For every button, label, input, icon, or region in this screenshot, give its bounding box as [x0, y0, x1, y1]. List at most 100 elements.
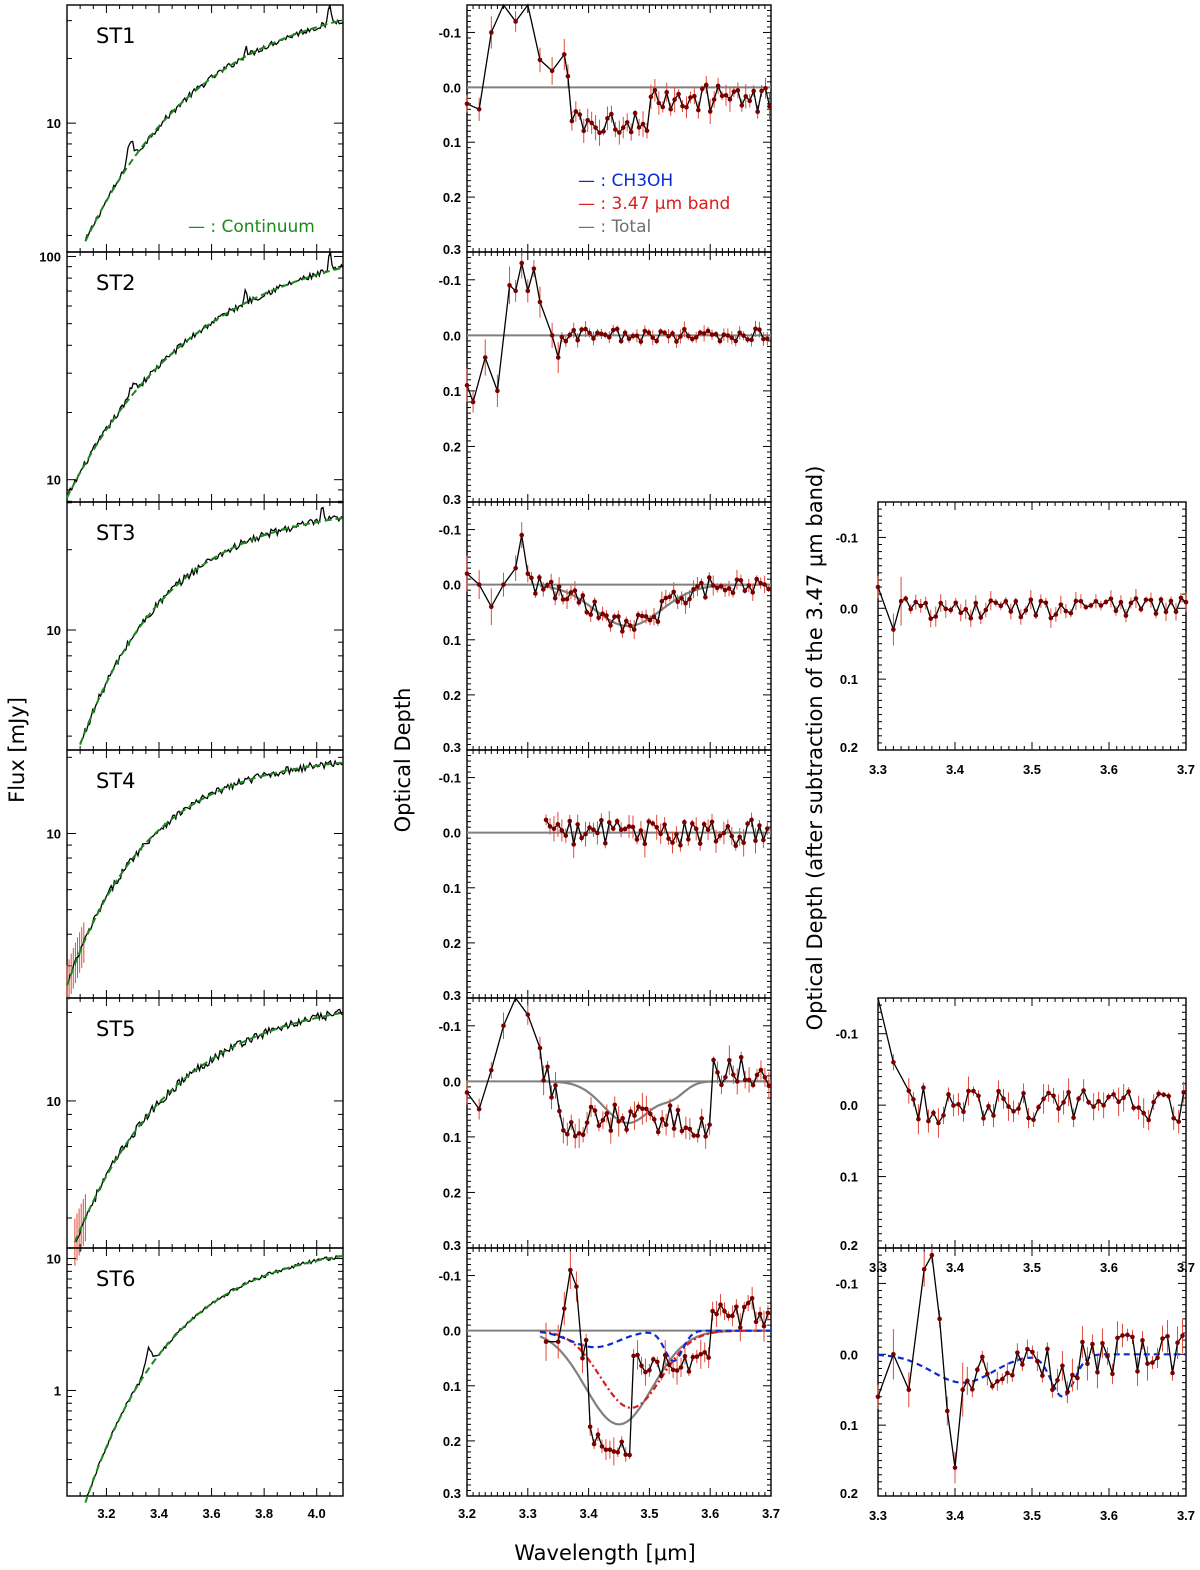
tau-data-point — [576, 1131, 582, 1136]
resid-ytick-label: -0.1 — [836, 530, 858, 545]
tau-data-point — [686, 1369, 692, 1374]
resid-data-point — [937, 1316, 942, 1322]
resid-data-point — [1063, 608, 1069, 614]
resid-data-point — [1098, 603, 1104, 608]
tau-data-point — [642, 328, 648, 334]
tau-data-point — [706, 575, 712, 580]
tau-data-point — [547, 824, 553, 829]
tau-data-point — [719, 93, 725, 99]
resid-data-point — [923, 600, 929, 606]
tau-data-point — [737, 834, 742, 840]
tau-data-point — [618, 338, 624, 344]
tau-ytick-label: 0.3 — [443, 1486, 461, 1501]
tau-xtick-label: 3.2 — [458, 1506, 476, 1521]
tau-data-point — [739, 103, 745, 108]
tau-ytick-label: 0.1 — [443, 384, 461, 399]
resid-data-point — [1085, 1361, 1090, 1367]
tau-data-point — [737, 1325, 743, 1330]
tau-data-point — [537, 299, 543, 305]
tau-data-point — [650, 821, 656, 826]
flux-panel-st5: 10 ST5 — [47, 997, 344, 1266]
resid-data-point — [1146, 1117, 1151, 1123]
tau-data-point — [599, 818, 604, 823]
tau-data-point — [674, 1368, 680, 1373]
tau-data-point — [640, 1106, 645, 1111]
tau-data-point — [495, 388, 500, 394]
tau-data-point — [626, 336, 632, 342]
tau-data-point — [605, 116, 610, 121]
flux-ytick-label: 10 — [47, 1094, 61, 1109]
tau-ytick-label: 0.2 — [443, 1434, 461, 1449]
tau-data-point — [758, 580, 763, 586]
tau-data-point — [741, 1304, 747, 1310]
tau-ytick-label: 0.2 — [443, 1185, 461, 1200]
tau-data-point — [519, 532, 525, 538]
flux-axis-title: Flux [mJy] — [5, 697, 29, 803]
resid-ytick-label: -0.1 — [836, 1027, 858, 1042]
tau-data-point — [513, 19, 518, 24]
tau-data-point — [670, 331, 675, 336]
tau-data-point — [715, 1070, 720, 1075]
resid-data-point — [952, 1465, 958, 1470]
tau-data-point — [620, 629, 625, 634]
tau-xtick-label: 3.6 — [701, 1506, 719, 1521]
tau-data-point — [634, 837, 640, 842]
resid-data-point — [1066, 1089, 1071, 1095]
tau-data-point — [604, 613, 609, 618]
tau-data-point — [622, 330, 628, 336]
tau-data-point — [663, 1122, 669, 1128]
resid-data-point — [980, 1354, 985, 1360]
resid-data-point — [1143, 597, 1149, 603]
tau-data-point — [603, 1447, 609, 1453]
tau-data-point — [743, 94, 749, 99]
resid-data-point — [1011, 1109, 1016, 1114]
tau-data-point — [646, 819, 652, 824]
resid-data-point — [1151, 1099, 1156, 1105]
tau-data-point — [513, 288, 518, 294]
resid-data-point — [928, 616, 934, 621]
resid-data-point — [931, 1110, 936, 1116]
tau-data-point — [632, 110, 638, 116]
tau-data-point — [701, 821, 707, 827]
tau-data-point — [731, 1072, 736, 1078]
tau-data-point — [651, 1357, 656, 1362]
resid-data-point — [1043, 600, 1049, 606]
resid-data-point — [936, 1120, 941, 1126]
resid-data-point — [946, 1092, 951, 1097]
tau-data-point — [642, 841, 648, 847]
resid-data-point — [1120, 1333, 1125, 1338]
resid-data-point — [996, 1088, 1001, 1094]
resid-data-point — [1160, 1336, 1165, 1341]
resid-data-point — [921, 1085, 926, 1090]
tau-data-point — [627, 623, 633, 628]
tau-data-point — [746, 1077, 752, 1083]
tau-ytick-label: 0.0 — [443, 826, 461, 841]
tau-data-point — [705, 827, 711, 833]
tau-data-point — [537, 575, 542, 580]
tau-data-point — [501, 1023, 506, 1029]
resid-data-point — [943, 606, 949, 612]
resid-data-point — [1030, 1349, 1035, 1355]
resid-data-point — [875, 1394, 881, 1400]
tau-data-point — [655, 619, 661, 625]
resid-data-point — [953, 600, 959, 606]
tau-xtick-label: 3.4 — [580, 1506, 599, 1521]
resid-data-point — [948, 607, 954, 613]
tau-data-point — [610, 826, 616, 831]
tau-data-point — [630, 824, 636, 830]
tau-data-point — [470, 399, 476, 405]
tau-data-point — [656, 100, 662, 106]
tau-data-point — [664, 90, 670, 95]
tau-data-point — [745, 337, 750, 342]
tau-data-point — [588, 1104, 594, 1110]
tau-data-point — [757, 327, 762, 333]
flux-panel-st1: 10 ST1 — [47, 4, 344, 253]
tau-data-point — [718, 1302, 723, 1307]
resid-data-point — [891, 1351, 896, 1357]
tau-data-point — [567, 818, 573, 824]
tau-data-point — [569, 118, 575, 124]
tau-ytick-label: 0.0 — [443, 1074, 461, 1089]
tau-data-point — [737, 330, 742, 336]
tau-xtick-label: 3.5 — [640, 1506, 658, 1521]
resid-data-point — [1165, 1333, 1170, 1339]
